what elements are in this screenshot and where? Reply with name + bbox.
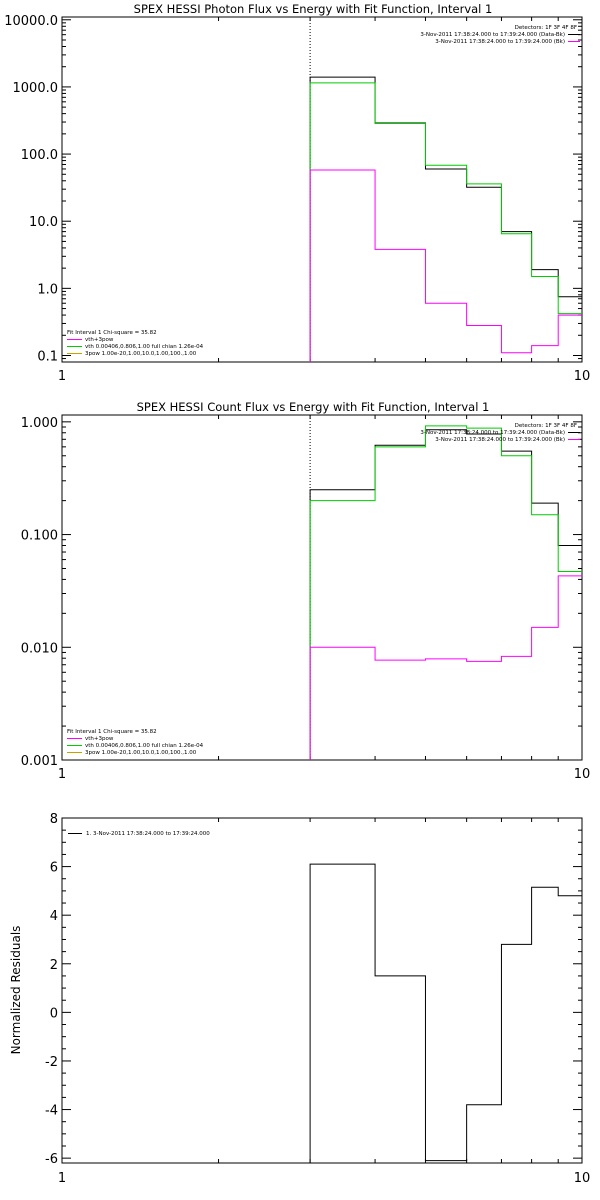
legend-detectors: Detectors: 1F 3F 4F 8F <box>515 25 577 31</box>
y-tick-label: 10.0 <box>29 215 58 230</box>
y-tick-label: 8 <box>50 812 58 827</box>
y-tick-label: 1000.0 <box>13 81 59 96</box>
legend-3pow: 3pow 1.00e-20,1.00,10.0,1.00,100.,1.00 <box>85 750 197 756</box>
y-tick-label: 10000.0 <box>4 14 58 29</box>
y-tick-label: -4 <box>45 1104 58 1119</box>
y-tick-label: 6 <box>50 861 58 876</box>
legend-vth: vth 0.00406,0.806,1.00 full chian 1.26e-… <box>85 344 204 350</box>
series-step-line-0 <box>309 863 582 1163</box>
legend-fit-interval: Fit Interval 1 Chi-square = 35.82 <box>67 729 157 735</box>
panel-photon-flux-frame <box>61 16 583 363</box>
panel-residuals-legend: 1. 3-Nov-2011 17:38:24.000 to 17:39:24.0… <box>68 831 210 837</box>
series-step-line-2 <box>309 169 582 362</box>
panel-count-flux-title: SPEX HESSI Count Flux vs Energy with Fit… <box>137 400 490 414</box>
y-tick-label: 0.001 <box>21 754 58 769</box>
y-tick-label: -6 <box>45 1152 58 1167</box>
y-tick-label: 0 <box>50 1006 58 1021</box>
panel-count-flux-legend-top: Detectors: 1F 3F 4F 8F 3-Nov-2011 17:38:… <box>420 423 580 443</box>
legend-fit-interval: Fit Interval 1 Chi-square = 35.82 <box>67 330 157 336</box>
legend-vth3pow: vth+3pow <box>85 736 114 742</box>
y-tick-label: 4 <box>50 909 58 924</box>
panel-residuals-series <box>309 863 582 1163</box>
legend-data-bk: 3-Nov-2011 17:38:24.000 to 17:39:24.000 … <box>420 430 565 436</box>
y-tick-label: 2 <box>50 958 58 973</box>
legend-vth: vth 0.00406,0.806,1.00 full chian 1.26e-… <box>85 743 204 749</box>
x-tick-label: 10 <box>574 1171 591 1186</box>
legend-data-bk: 3-Nov-2011 17:38:24.000 to 17:39:24.000 … <box>420 32 565 38</box>
legend-3pow: 3pow 1.00e-20,1.00,10.0,1.00,100.,1.00 <box>85 351 197 357</box>
legend-residual: 1. 3-Nov-2011 17:38:24.000 to 17:39:24.0… <box>86 831 210 837</box>
panel-count-flux-y-tick-labels: 0.001 0.010 0.100 1.000 <box>21 416 58 769</box>
y-tick-label: -2 <box>45 1055 58 1070</box>
legend-detectors: Detectors: 1F 3F 4F 8F <box>515 423 577 429</box>
series-step-line-1 <box>309 82 582 362</box>
x-tick-label: 1 <box>58 1171 66 1186</box>
panel-residuals-y-tick-labels: -6 -4 -2 0 2 4 6 8 <box>45 812 58 1167</box>
panel-count-flux-frame <box>61 414 583 761</box>
panel-photon-flux: SPEX HESSI Photon Flux vs Energy with Fi… <box>4 2 590 384</box>
x-tick-label: 10 <box>574 767 591 782</box>
panel-count-flux-legend-fit: Fit Interval 1 Chi-square = 35.82 vth+3p… <box>67 729 204 756</box>
x-tick-label: 10 <box>574 369 591 384</box>
series-step-line-1 <box>309 425 582 760</box>
series-step-line-2 <box>309 575 582 760</box>
panel-count-flux: SPEX HESSI Count Flux vs Energy with Fit… <box>21 400 590 782</box>
x-tick-label: 1 <box>58 767 66 782</box>
panel-photon-flux-y-tick-labels: 0.1 1.0 10.0 100.0 1000.0 10000.0 <box>4 14 58 365</box>
y-tick-label: 100.0 <box>21 148 58 163</box>
x-tick-label: 1 <box>58 369 66 384</box>
panel-photon-flux-title: SPEX HESSI Photon Flux vs Energy with Fi… <box>134 2 493 16</box>
legend-bk: 3-Nov-2011 17:38:24.000 to 17:39:24.000 … <box>435 39 565 45</box>
panel-photon-flux-legend-top: Detectors: 1F 3F 4F 8F 3-Nov-2011 17:38:… <box>420 25 580 45</box>
series-step-line-0 <box>309 429 582 760</box>
panel-count-flux-ticks <box>61 415 583 761</box>
y-tick-label: 1.0 <box>37 282 58 297</box>
panel-residuals: -6 -4 -2 0 2 4 6 8 1 10 Normalized Resid… <box>9 812 590 1186</box>
panel-residuals-ticks <box>61 817 583 1163</box>
panel-residuals-frame <box>61 817 583 1164</box>
y-tick-label: 0.100 <box>21 529 58 544</box>
panel-photon-flux-legend-fit: Fit Interval 1 Chi-square = 35.82 vth+3p… <box>67 330 204 357</box>
legend-bk: 3-Nov-2011 17:38:24.000 to 17:39:24.000 … <box>435 437 565 443</box>
series-step-line-0 <box>309 76 582 362</box>
y-tick-label: 0.010 <box>21 641 58 656</box>
panel-photon-flux-ticks <box>61 17 583 363</box>
y-tick-label: 0.1 <box>37 349 58 364</box>
panel-photon-flux-series <box>309 76 582 362</box>
panel-count-flux-series <box>309 425 582 760</box>
y-tick-label: 1.000 <box>21 416 58 431</box>
legend-vth3pow: vth+3pow <box>85 337 114 343</box>
panel-residuals-y-axis-label: Normalized Residuals <box>9 926 23 1055</box>
